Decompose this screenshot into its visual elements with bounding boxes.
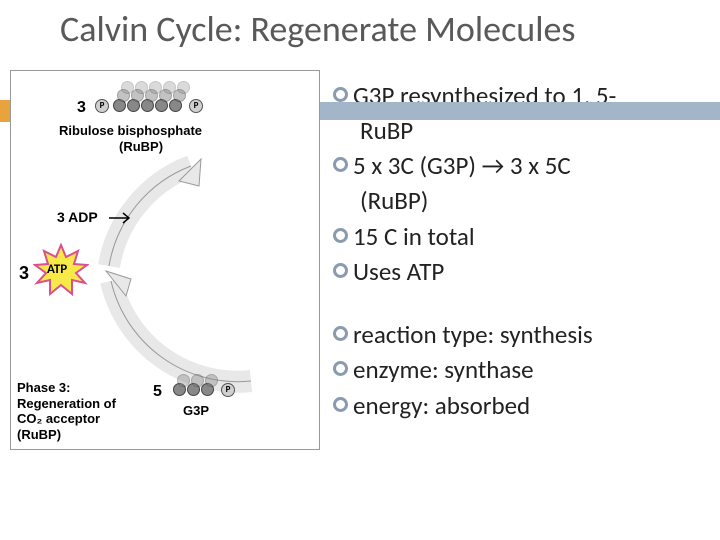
bullet-ring-icon [332,360,349,377]
bullet-text: enzyme: synthase [353,354,710,385]
bullet-list: G3P resynthesized to 1, 5- RuBP 5 x 3C (… [332,70,710,450]
spacer [332,291,710,319]
list-item: reaction type: synthesis [332,319,710,350]
phosphate-icon: P [189,99,203,113]
g3p-chain-bg [177,374,218,387]
bullet-text: 15 C in total [353,221,710,252]
list-item: energy: absorbed [332,390,710,421]
phase-line2: Regeneration of [17,396,116,412]
rubp-label-1: Ribulose bisphosphate [59,123,202,138]
list-item: 5 x 3C (G3P) → 3 x 5C [332,150,710,181]
list-item: Uses ATP [332,256,710,287]
phosphate-icon: P [221,383,235,397]
list-item: enzyme: synthase [332,354,710,385]
bullet-text: energy: absorbed [353,390,710,421]
adp-arrow-icon [107,211,137,225]
title-area: Calvin Cycle: Regenerate Molecules [0,0,720,50]
bullet-ring-icon [332,325,349,342]
phase-label: Phase 3: Regeneration of CO₂ acceptor (R… [17,380,116,442]
bullet-ring-icon [332,262,349,279]
atp-count: 3 [19,263,29,284]
atp-star-icon: ATP [33,243,87,297]
carbon-chain-bg [121,81,190,94]
phosphate-icon: P [95,99,109,113]
bullet-ring-icon [332,227,349,244]
slide-title: Calvin Cycle: Regenerate Molecules [60,10,720,50]
calvin-cycle-diagram: 3 P P Ribulose bisphosphate (RuBP) [10,70,320,450]
list-item: 15 C in total [332,221,710,252]
adp-label: 3 ADP [57,209,98,225]
bullet-text: reaction type: synthesis [353,319,710,350]
bullet-ring-icon [332,156,349,173]
rubp-count: 3 [77,99,86,117]
bullet-text: (RuBP) [360,185,710,216]
g3p-count: 5 [153,383,162,401]
phase-line1: Phase 3: [17,380,116,396]
bullet-text: Uses ATP [353,256,710,287]
phase-line4: (RuBP) [17,427,116,443]
bullet-ring-icon [332,86,349,103]
bullet-text: 5 x 3C (G3P) → 3 x 5C [353,150,710,181]
phase-line3: CO₂ acceptor [17,411,116,427]
bullet-ring-icon [332,396,349,413]
list-item-cont: (RuBP) [332,185,710,216]
atp-text: ATP [47,262,67,277]
g3p-label: G3P [183,403,209,418]
